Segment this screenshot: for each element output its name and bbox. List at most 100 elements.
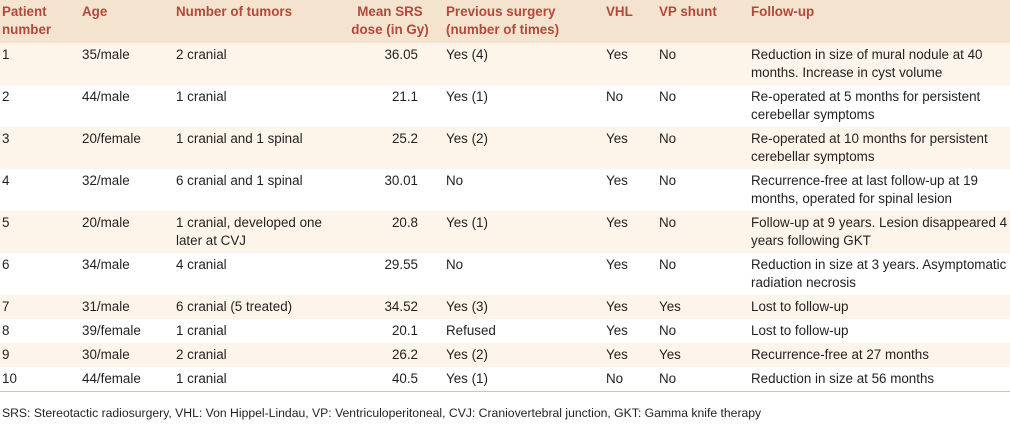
table-header: Patient number Age Number of tumors Mean… [0, 0, 1010, 43]
cell-number-of-tumors: 1 cranial, developed one later at CVJ [176, 215, 322, 248]
cell-vhl: Yes [606, 257, 628, 272]
cell-vp-shunt: No [659, 323, 677, 338]
table-body: 1 35/male 2 cranial 36.05 Yes (4) Yes No… [0, 43, 1010, 391]
cell-vhl: No [606, 371, 624, 386]
cell-patient-number: 8 [2, 323, 10, 338]
table-row: 10 44/female 1 cranial 40.5 Yes (1) No N… [0, 367, 1010, 391]
cell-age: 39/female [82, 323, 141, 338]
cell-vhl: Yes [606, 173, 628, 188]
cell-mean-srs-dose: 26.2 [391, 347, 418, 362]
cell-previous-surgery: No [446, 257, 464, 272]
cell-patient-number: 4 [2, 173, 10, 188]
cell-follow-up: Re-operated at 5 months for persistent c… [751, 89, 981, 122]
cell-follow-up: Lost to follow-up [751, 299, 849, 314]
cell-number-of-tumors: 2 cranial [176, 347, 227, 362]
cell-mean-srs-dose: 40.5 [391, 371, 418, 386]
cell-number-of-tumors: 4 cranial [176, 257, 227, 272]
table-row: 7 31/male 6 cranial (5 treated) 34.52 Ye… [0, 295, 1010, 319]
col-header-age: Age [82, 4, 108, 19]
cell-age: 44/male [82, 89, 130, 104]
cell-previous-surgery: Yes (2) [446, 131, 488, 146]
cell-follow-up: Follow-up at 9 years. Lesion disappeared… [751, 215, 1008, 248]
cell-vhl: Yes [606, 323, 628, 338]
cell-number-of-tumors: 1 cranial and 1 spinal [176, 131, 303, 146]
cell-mean-srs-dose: 36.05 [384, 47, 418, 62]
cell-follow-up: Reduction in size of mural nodule at 40 … [751, 47, 983, 80]
col-header-previous-surgery: Previous surgery (number of times) [446, 4, 560, 37]
table-row: 5 20/male 1 cranial, developed one later… [0, 211, 1010, 253]
cell-previous-surgery: Yes (3) [446, 299, 488, 314]
cell-patient-number: 1 [2, 47, 10, 62]
cell-number-of-tumors: 6 cranial (5 treated) [176, 299, 293, 314]
cell-vp-shunt: No [659, 215, 677, 230]
cell-vp-shunt: No [659, 173, 677, 188]
cell-patient-number: 5 [2, 215, 10, 230]
cell-age: 44/female [82, 371, 141, 386]
table-row: 8 39/female 1 cranial 20.1 Refused Yes N… [0, 319, 1010, 343]
cell-previous-surgery: Yes (1) [446, 371, 488, 386]
cell-vhl: Yes [606, 47, 628, 62]
cell-follow-up: Recurrence-free at 27 months [751, 347, 929, 362]
cell-vp-shunt: Yes [659, 347, 681, 362]
cell-follow-up: Re-operated at 10 months for persistent … [751, 131, 988, 164]
cell-previous-surgery: Yes (4) [446, 47, 488, 62]
table-row: 2 44/male 1 cranial 21.1 Yes (1) No No R… [0, 85, 1010, 127]
cell-mean-srs-dose: 29.55 [384, 257, 418, 272]
cell-patient-number: 6 [2, 257, 10, 272]
cell-number-of-tumors: 1 cranial [176, 371, 227, 386]
table-row: 3 20/female 1 cranial and 1 spinal 25.2 … [0, 127, 1010, 169]
col-header-number-of-tumors: Number of tumors [176, 4, 293, 19]
cell-vhl: Yes [606, 131, 628, 146]
cell-number-of-tumors: 1 cranial [176, 89, 227, 104]
cell-number-of-tumors: 2 cranial [176, 47, 227, 62]
cell-mean-srs-dose: 20.1 [391, 323, 418, 338]
cell-age: 35/male [82, 47, 130, 62]
cell-vhl: Yes [606, 299, 628, 314]
cell-patient-number: 2 [2, 89, 10, 104]
cell-age: 20/male [82, 215, 130, 230]
col-header-follow-up: Follow-up [751, 4, 815, 19]
cell-patient-number: 10 [2, 371, 17, 386]
cell-follow-up: Reduction in size at 56 months [751, 371, 935, 386]
cell-vp-shunt: No [659, 47, 677, 62]
col-header-vhl: VHL [606, 4, 633, 19]
table-row: 6 34/male 4 cranial 29.55 No Yes No Redu… [0, 253, 1010, 295]
cell-vp-shunt: No [659, 131, 677, 146]
table-row: 9 30/male 2 cranial 26.2 Yes (2) Yes Yes… [0, 343, 1010, 367]
col-header-vp-shunt: VP shunt [659, 4, 717, 19]
cell-age: 31/male [82, 299, 130, 314]
cell-previous-surgery: No [446, 173, 464, 188]
cell-previous-surgery: Refused [446, 323, 496, 338]
cell-follow-up: Reduction in size at 3 years. Asymptomat… [751, 257, 1007, 290]
cell-vp-shunt: No [659, 371, 677, 386]
cell-patient-number: 9 [2, 347, 10, 362]
cell-previous-surgery: Yes (1) [446, 215, 488, 230]
cell-age: 30/male [82, 347, 130, 362]
cell-patient-number: 7 [2, 299, 10, 314]
table-row: 1 35/male 2 cranial 36.05 Yes (4) Yes No… [0, 43, 1010, 85]
col-header-patient-number: Patient number [2, 4, 52, 37]
cell-patient-number: 3 [2, 131, 10, 146]
cell-age: 34/male [82, 257, 130, 272]
patient-table: Patient number Age Number of tumors Mean… [0, 0, 1010, 391]
cell-mean-srs-dose: 30.01 [384, 173, 418, 188]
cell-vp-shunt: No [659, 257, 677, 272]
cell-follow-up: Recurrence-free at last follow-up at 19 … [751, 173, 979, 206]
cell-vhl: Yes [606, 215, 628, 230]
cell-follow-up: Lost to follow-up [751, 323, 849, 338]
cell-vhl: Yes [606, 347, 628, 362]
table-footnote: SRS: Stereotactic radiosurgery, VHL: Von… [2, 406, 762, 420]
cell-mean-srs-dose: 21.1 [391, 89, 418, 104]
cell-previous-surgery: Yes (2) [446, 347, 488, 362]
header-row: Patient number Age Number of tumors Mean… [0, 0, 1010, 43]
cell-vp-shunt: No [659, 89, 677, 104]
cell-mean-srs-dose: 20.8 [391, 215, 418, 230]
cell-number-of-tumors: 6 cranial and 1 spinal [176, 173, 303, 188]
cell-mean-srs-dose: 25.2 [391, 131, 418, 146]
cell-mean-srs-dose: 34.52 [384, 299, 418, 314]
cell-vhl: No [606, 89, 624, 104]
cell-number-of-tumors: 1 cranial [176, 323, 227, 338]
cell-age: 32/male [82, 173, 130, 188]
col-header-mean-srs-dose: Mean SRS dose (in Gy) [351, 4, 429, 37]
